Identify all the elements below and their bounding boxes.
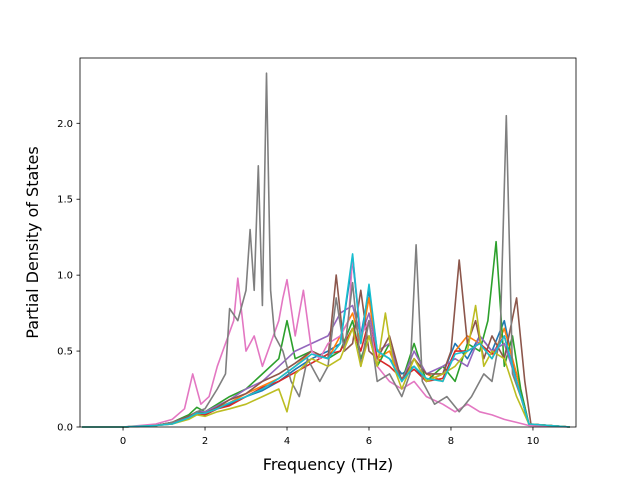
series-line-9 [82, 304, 570, 428]
x-axis-ticks: 0 2 4 6 8 10 [120, 427, 539, 447]
x-tick-label: 2 [202, 436, 208, 447]
x-tick-label: 0 [120, 436, 126, 447]
y-tick-label: 1.0 [57, 271, 73, 282]
y-tick-label: 0.5 [57, 347, 73, 358]
x-tick-label: 10 [527, 436, 540, 447]
y-axis-label: Partial Density of States [23, 146, 42, 338]
series-layer [82, 72, 570, 428]
y-tick-label: 1.5 [57, 195, 73, 206]
plot-frame [79, 57, 577, 428]
x-tick-label: 4 [284, 436, 290, 447]
x-axis-label: Frequency (THz) [263, 455, 393, 474]
x-tick-label: 8 [448, 436, 454, 447]
series-line-10 [82, 253, 570, 428]
series-line-7 [82, 254, 570, 428]
x-tick-label: 6 [366, 436, 372, 447]
y-tick-label: 0.0 [57, 423, 73, 434]
y-tick-label: 2.0 [57, 119, 73, 130]
series-line-8 [82, 72, 570, 428]
y-axis-ticks: 0.0 0.5 1.0 1.5 2.0 [57, 119, 80, 434]
